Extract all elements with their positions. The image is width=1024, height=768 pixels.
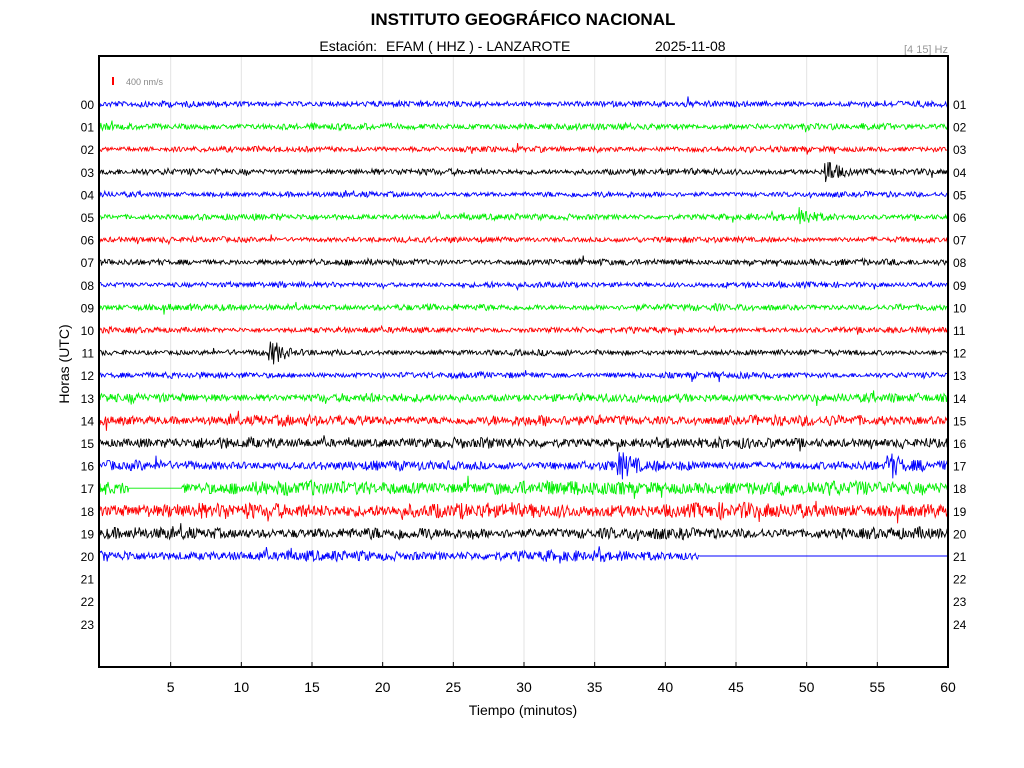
trace-hour-6 [99,234,949,246]
trace-hour-18 [99,500,949,524]
scale-bar [112,77,114,85]
record-date: 2025-11-08 [655,38,726,54]
hour-label-right: 15 [953,414,967,428]
y-axis-label: Horas (UTC) [56,324,72,403]
station-prefix: Estación: [319,38,377,54]
trace-hour-13 [99,390,949,407]
x-tick-label: 25 [446,679,462,695]
trace-hour-1 [99,120,949,133]
hour-label-right: 03 [953,143,967,157]
trace-hour-11 [99,341,949,365]
trace-hour-14 [99,410,949,431]
x-tick-label: 40 [658,679,674,695]
hour-label-left: 14 [81,414,95,428]
x-tick-label: 45 [728,679,744,695]
trace-hour-0 [99,96,949,109]
hour-label-right: 10 [953,301,967,315]
x-tick-labels: 5 10 15 20 25 30 35 40 45 50 55 60 [167,662,956,695]
hour-label-left: 13 [81,392,95,406]
hour-label-right: 13 [953,369,967,383]
trace-hour-15 [99,435,949,452]
hour-label-left: 23 [81,618,95,632]
x-tick-label: 35 [587,679,603,695]
trace-hour-5 [99,207,949,225]
hour-label-right: 22 [953,573,967,587]
hour-label-right: 01 [953,98,967,112]
hour-label-left: 07 [81,256,95,270]
hour-label-left: 10 [81,324,95,338]
trace-hour-9 [99,301,949,315]
trace-hour-10 [99,324,949,336]
hour-label-left: 17 [81,482,95,496]
hour-label-left: 03 [81,166,95,180]
right-hour-labels: 01 02 03 04 05 06 07 08 09 10 11 12 13 14 15 16 17 18 19 20… [953,98,967,632]
hour-label-left: 19 [81,527,95,541]
left-hour-labels: 00 01 02 03 04 05 06 07 08 09 10 11 12 13 14 15 16 17 18 19… [81,98,95,632]
hour-label-left: 05 [81,211,95,225]
filter-band: [4 15] Hz [904,44,948,56]
x-tick-label: 10 [234,679,250,695]
trace-hour-7 [99,255,949,267]
hour-label-right: 04 [953,166,967,180]
x-tick-label: 60 [940,679,956,695]
hour-label-right: 09 [953,279,967,293]
x-tick-label: 15 [304,679,320,695]
hour-label-left: 11 [82,347,95,361]
trace-hour-17 [99,475,949,499]
hour-label-right: 11 [953,324,966,338]
traces [99,96,949,564]
trace-hour-4 [99,189,949,199]
chart-title: INSTITUTO GEOGRÁFICO NACIONAL [371,10,676,29]
trace-hour-3 [99,162,949,183]
trace-hour-20 [99,546,700,564]
x-tick-label: 5 [167,679,175,695]
hour-label-right: 23 [953,595,967,609]
hour-label-left: 18 [81,505,95,519]
hour-label-left: 22 [81,595,95,609]
trace-hour-12 [99,370,949,383]
hour-label-left: 21 [81,573,95,587]
hour-label-right: 14 [953,392,967,406]
hour-label-right: 05 [953,188,967,202]
hour-label-right: 21 [953,550,967,564]
x-tick-label: 50 [799,679,815,695]
hour-label-left: 08 [81,279,95,293]
grid-lines [170,57,878,666]
scale-label: 400 nm/s [126,77,164,87]
hour-label-right: 06 [953,211,967,225]
hour-label-left: 04 [81,188,95,202]
hour-label-left: 09 [81,301,95,315]
hour-label-right: 17 [953,460,967,474]
x-tick-label: 55 [870,679,886,695]
hour-label-right: 24 [953,618,967,632]
hour-label-left: 20 [81,550,95,564]
hour-label-left: 15 [81,437,95,451]
hour-label-right: 12 [953,347,967,361]
hour-label-left: 16 [81,460,95,474]
hour-label-right: 19 [953,505,967,519]
hour-label-right: 16 [953,437,967,451]
trace-hour-8 [100,280,949,291]
trace-hour-2 [99,142,949,155]
hour-label-right: 07 [953,234,967,248]
hour-label-right: 18 [953,482,967,496]
hour-label-right: 08 [953,256,967,270]
hour-label-right: 02 [953,121,967,135]
hour-label-left: 00 [81,98,95,112]
hour-label-left: 12 [81,369,95,383]
hour-label-right: 20 [953,527,967,541]
x-axis-label: Tiempo (minutos) [469,702,577,718]
trace-hour-19 [99,523,949,542]
x-tick-label: 30 [516,679,532,695]
station-name: EFAM ( HHZ ) - LANZAROTE [386,38,570,54]
hour-label-left: 02 [81,143,95,157]
hour-label-left: 06 [81,234,95,248]
hour-label-left: 01 [81,121,95,135]
trace-hour-16 [99,452,949,480]
x-tick-label: 20 [375,679,391,695]
